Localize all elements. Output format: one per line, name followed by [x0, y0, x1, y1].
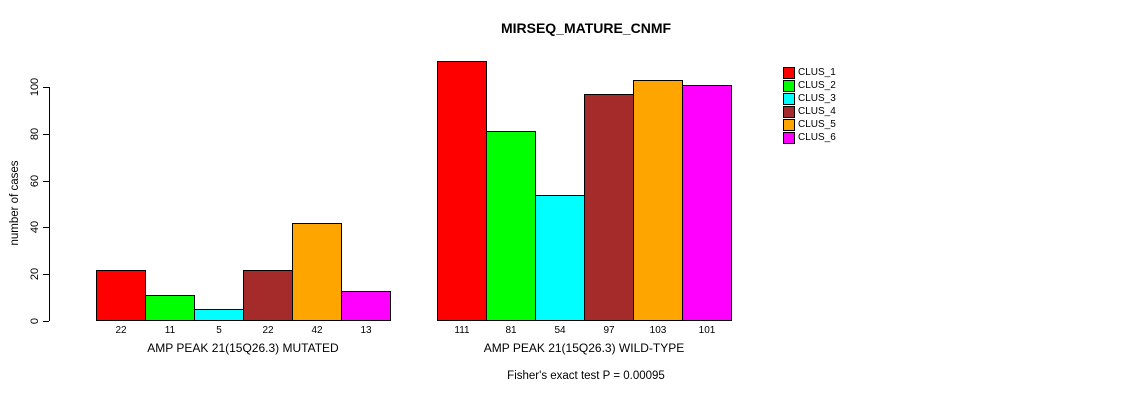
bar-value-label: 5 — [216, 325, 222, 336]
y-tick — [43, 274, 49, 276]
legend-item-clus-3: CLUS_3 — [783, 92, 836, 105]
bar-clus-1-mutated — [96, 270, 146, 321]
legend-label: CLUS_2 — [798, 80, 836, 91]
bar-clus-2-mutated — [145, 295, 195, 321]
legend: CLUS_1 CLUS_2 CLUS_3 CLUS_4 CLUS_5 CLUS_6 — [783, 66, 836, 144]
y-tick-label: 100 — [29, 77, 41, 97]
y-tick — [43, 227, 49, 229]
group-label-mutated: AMP PEAK 21(15Q26.3) MUTATED — [147, 341, 339, 355]
bar-value-label: 101 — [698, 325, 716, 336]
bar-clus-5-mutated — [292, 223, 342, 321]
legend-swatch — [783, 66, 795, 79]
bar-value-label: 81 — [505, 325, 517, 336]
legend-label: CLUS_3 — [798, 93, 836, 104]
bar-clus-3-wild-type — [535, 195, 585, 321]
bar-value-label: 42 — [311, 325, 323, 336]
legend-item-clus-2: CLUS_2 — [783, 79, 836, 92]
bar-clus-6-wild-type — [682, 85, 732, 321]
legend-label: CLUS_1 — [798, 67, 836, 78]
y-tick — [43, 180, 49, 182]
y-tick — [43, 133, 49, 135]
bar-value-label: 54 — [554, 325, 566, 336]
legend-swatch — [783, 105, 795, 118]
bar-value-label: 111 — [454, 325, 470, 336]
legend-item-clus-1: CLUS_1 — [783, 66, 836, 79]
legend-swatch — [783, 131, 795, 144]
bar-clus-6-mutated — [341, 291, 391, 321]
legend-item-clus-5: CLUS_5 — [783, 118, 836, 131]
y-tick — [43, 321, 49, 322]
y-axis-label: number of cases — [9, 160, 21, 246]
bar-value-label: 22 — [115, 325, 127, 336]
y-tick-label: 0 — [29, 317, 41, 325]
legend-swatch — [783, 79, 795, 92]
legend-swatch — [783, 92, 795, 105]
bar-clus-5-wild-type — [633, 80, 683, 321]
legend-item-clus-4: CLUS_4 — [783, 105, 836, 118]
bar-clus-1-wild-type — [437, 61, 487, 321]
legend-item-clus-6: CLUS_6 — [783, 131, 836, 144]
y-axis-line — [49, 87, 50, 321]
chart-title: MIRSEQ_MATURE_CNMF — [500, 20, 672, 36]
y-tick-label: 40 — [29, 221, 41, 234]
legend-swatch — [783, 118, 795, 131]
bar-value-label: 11 — [164, 325, 176, 336]
y-tick-label: 20 — [29, 268, 41, 281]
bar-value-label: 103 — [649, 325, 667, 336]
group-label-wild-type: AMP PEAK 21(15Q26.3) WILD-TYPE — [483, 341, 685, 355]
fisher-test-annotation: Fisher's exact test P = 0.00095 — [507, 370, 665, 382]
legend-label: CLUS_4 — [798, 106, 836, 117]
y-tick-label: 80 — [29, 127, 41, 140]
bar-clus-3-mutated — [194, 309, 244, 321]
bar-clus-4-wild-type — [584, 94, 634, 321]
bar-clus-4-mutated — [243, 270, 293, 321]
legend-label: CLUS_5 — [798, 119, 836, 130]
bar-clus-2-wild-type — [486, 131, 536, 321]
bar-value-label: 13 — [360, 325, 372, 336]
legend-label: CLUS_6 — [798, 132, 836, 143]
y-tick-label: 60 — [29, 174, 41, 187]
bar-value-label: 97 — [603, 325, 615, 336]
bar-value-label: 22 — [262, 325, 274, 336]
y-tick — [43, 87, 49, 88]
